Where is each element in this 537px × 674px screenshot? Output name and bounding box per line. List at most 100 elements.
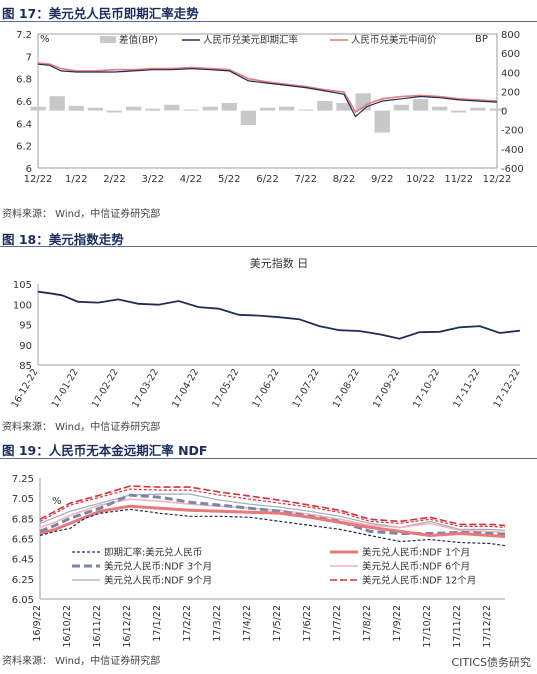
x-tick-label: 17/1/22 bbox=[152, 605, 163, 642]
spread-bar bbox=[393, 104, 409, 111]
spread-bar bbox=[336, 102, 352, 111]
x-tick-label: 17/12/22 bbox=[482, 605, 493, 648]
x-tick-label: 16/10/22 bbox=[62, 605, 73, 648]
spread-bar bbox=[30, 106, 46, 111]
x-tick-label: 17-11-22 bbox=[451, 367, 482, 410]
spread-bar bbox=[489, 108, 505, 111]
legend-label: 美元兑人民币:NDF 12个月 bbox=[362, 575, 476, 587]
legend-label: 美元兑人民币:NDF 6个月 bbox=[362, 561, 470, 573]
x-tick-label: 17/10/22 bbox=[422, 605, 433, 648]
y-tick-label: 90 bbox=[19, 341, 32, 352]
x-tick-label: 16-12-22 bbox=[10, 367, 41, 410]
spread-bar bbox=[412, 99, 429, 111]
x-tick-label: 17/4/22 bbox=[242, 605, 253, 642]
y-tick-label: 6 bbox=[26, 164, 32, 175]
mid-rate-line bbox=[37, 62, 498, 114]
x-tick-label: 17-01-22 bbox=[50, 367, 81, 410]
figure-19-source: 资料来源： Wind，中信证券研究部 bbox=[2, 656, 161, 667]
x-tick-label: 12/22 bbox=[24, 174, 53, 185]
x-tick-label: 17/5/22 bbox=[272, 605, 283, 642]
x-tick-label: 17-02-22 bbox=[90, 367, 121, 410]
spread-bar bbox=[317, 101, 333, 111]
y2-tick-label: 600 bbox=[501, 49, 520, 60]
spread-bar bbox=[221, 102, 237, 111]
x-tick-label: 17-05-22 bbox=[210, 367, 241, 410]
y-tick-label: 85 bbox=[19, 361, 32, 372]
x-tick-label: 17-07-22 bbox=[291, 367, 322, 410]
chart-title: 美元指数 日 bbox=[250, 256, 309, 270]
y2-tick-label: 400 bbox=[501, 68, 520, 79]
spot-rate-chart: 6 6.2 6.4 6.6 6.8 7 7.2 -600 -400 -200 0 200 400 600 8… bbox=[16, 30, 524, 185]
legend-label-mid: 人民币兑美元中间价 bbox=[351, 34, 437, 46]
spread-bar bbox=[183, 109, 199, 111]
x-tick-label: 17-06-22 bbox=[251, 367, 282, 410]
spread-bar bbox=[279, 106, 295, 111]
spread-bar bbox=[432, 106, 448, 111]
y2-tick-label: 800 bbox=[501, 30, 520, 41]
title-rule bbox=[0, 246, 537, 247]
y-tick-label: 6.8 bbox=[16, 75, 32, 86]
watermark: CITICS债务研究 bbox=[451, 656, 531, 669]
figure-17-title: 图 17：美元兑人民币即期汇率走势 bbox=[2, 6, 199, 21]
x-tick-label: 8/22 bbox=[333, 174, 355, 185]
y-tick-label: 100 bbox=[13, 300, 32, 311]
y2-tick-label: 200 bbox=[501, 87, 520, 98]
x-tick-label: 2/22 bbox=[103, 174, 125, 185]
legend-label: 美元兑人民币:NDF 3个月 bbox=[104, 561, 212, 573]
spread-bar bbox=[164, 104, 180, 111]
y-tick-label: 6.45 bbox=[12, 555, 34, 566]
y-tick-label: 7.25 bbox=[12, 474, 34, 485]
y-tick-label: 6.4 bbox=[16, 119, 32, 130]
x-tick-label: 3/22 bbox=[142, 174, 164, 185]
spread-bar bbox=[106, 110, 123, 113]
x-tick-label: 10/22 bbox=[406, 174, 435, 185]
y-tick-label: 6.65 bbox=[12, 535, 34, 546]
spread-bar bbox=[355, 93, 371, 111]
x-tick-label: 1/22 bbox=[65, 174, 87, 185]
spread-bar bbox=[259, 107, 276, 111]
legend-label-spot: 人民币兑美元即期汇率 bbox=[203, 34, 299, 46]
x-tick-label: 17-04-22 bbox=[170, 367, 201, 410]
x-tick-label: 4/22 bbox=[180, 174, 202, 185]
y-tick-label: 6.2 bbox=[16, 142, 32, 153]
spread-bar bbox=[126, 106, 142, 111]
x-tick-label: 17-03-22 bbox=[130, 367, 161, 410]
spot-rate-line bbox=[37, 63, 498, 118]
x-tick-label: 17-08-22 bbox=[331, 367, 362, 410]
x-tick-label: 17/7/22 bbox=[332, 605, 343, 642]
ndf-series-line bbox=[39, 485, 506, 527]
dollar-index-line bbox=[37, 290, 521, 340]
ndf-series-line bbox=[39, 504, 506, 538]
x-tick-label: 7/22 bbox=[295, 174, 317, 185]
x-tick-label: 12/22 bbox=[483, 174, 512, 185]
y2-tick-label: -600 bbox=[501, 164, 524, 175]
figure-18-source: 资料来源： Wind，中信证券研究部 bbox=[2, 422, 161, 433]
figure-18-title: 图 18：美元指数走势 bbox=[2, 232, 124, 247]
x-tick-label: 17-10-22 bbox=[411, 367, 442, 410]
x-tick-label: 17/8/22 bbox=[362, 605, 373, 642]
legend-label: 美元兑人民币:NDF 1个月 bbox=[362, 547, 470, 559]
y2-axis-label: BP bbox=[475, 34, 488, 45]
legend-label: 美元兑人民币:NDF 9个月 bbox=[104, 575, 212, 587]
spread-bar bbox=[240, 110, 256, 125]
x-tick-label: 17/11/22 bbox=[452, 605, 463, 648]
y-tick-label: 7.2 bbox=[16, 30, 32, 41]
figure-19-title: 图 19：人民币无本金远期汇率 NDF bbox=[2, 443, 208, 458]
title-rule bbox=[0, 458, 537, 459]
figure-17-source: 资料来源： Wind，中信证券研究部 bbox=[2, 209, 161, 220]
y-tick-label: 105 bbox=[13, 280, 32, 291]
y2-tick-label: -400 bbox=[501, 145, 524, 156]
y-tick-label: 6.25 bbox=[12, 575, 34, 586]
x-tick-label: 9/22 bbox=[371, 174, 393, 185]
x-tick-label: 17/3/22 bbox=[212, 605, 223, 642]
x-tick-label: 6/22 bbox=[256, 174, 278, 185]
y-tick-label: 7.05 bbox=[12, 494, 34, 505]
spread-bar bbox=[68, 105, 84, 111]
y2-tick-label: -200 bbox=[501, 126, 524, 137]
ndf-series-line bbox=[39, 508, 506, 547]
y-tick-label: 6.6 bbox=[16, 97, 32, 108]
x-tick-label: 17/9/22 bbox=[392, 605, 403, 642]
x-tick-label: 17/2/22 bbox=[182, 605, 193, 642]
x-tick-label: 17-12-22 bbox=[492, 367, 523, 410]
y-tick-label: 6.85 bbox=[12, 514, 34, 525]
